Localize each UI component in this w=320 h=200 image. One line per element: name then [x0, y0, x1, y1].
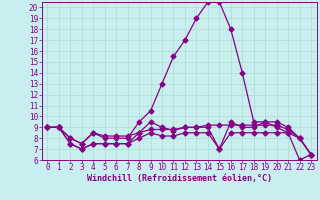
X-axis label: Windchill (Refroidissement éolien,°C): Windchill (Refroidissement éolien,°C)	[87, 174, 272, 183]
